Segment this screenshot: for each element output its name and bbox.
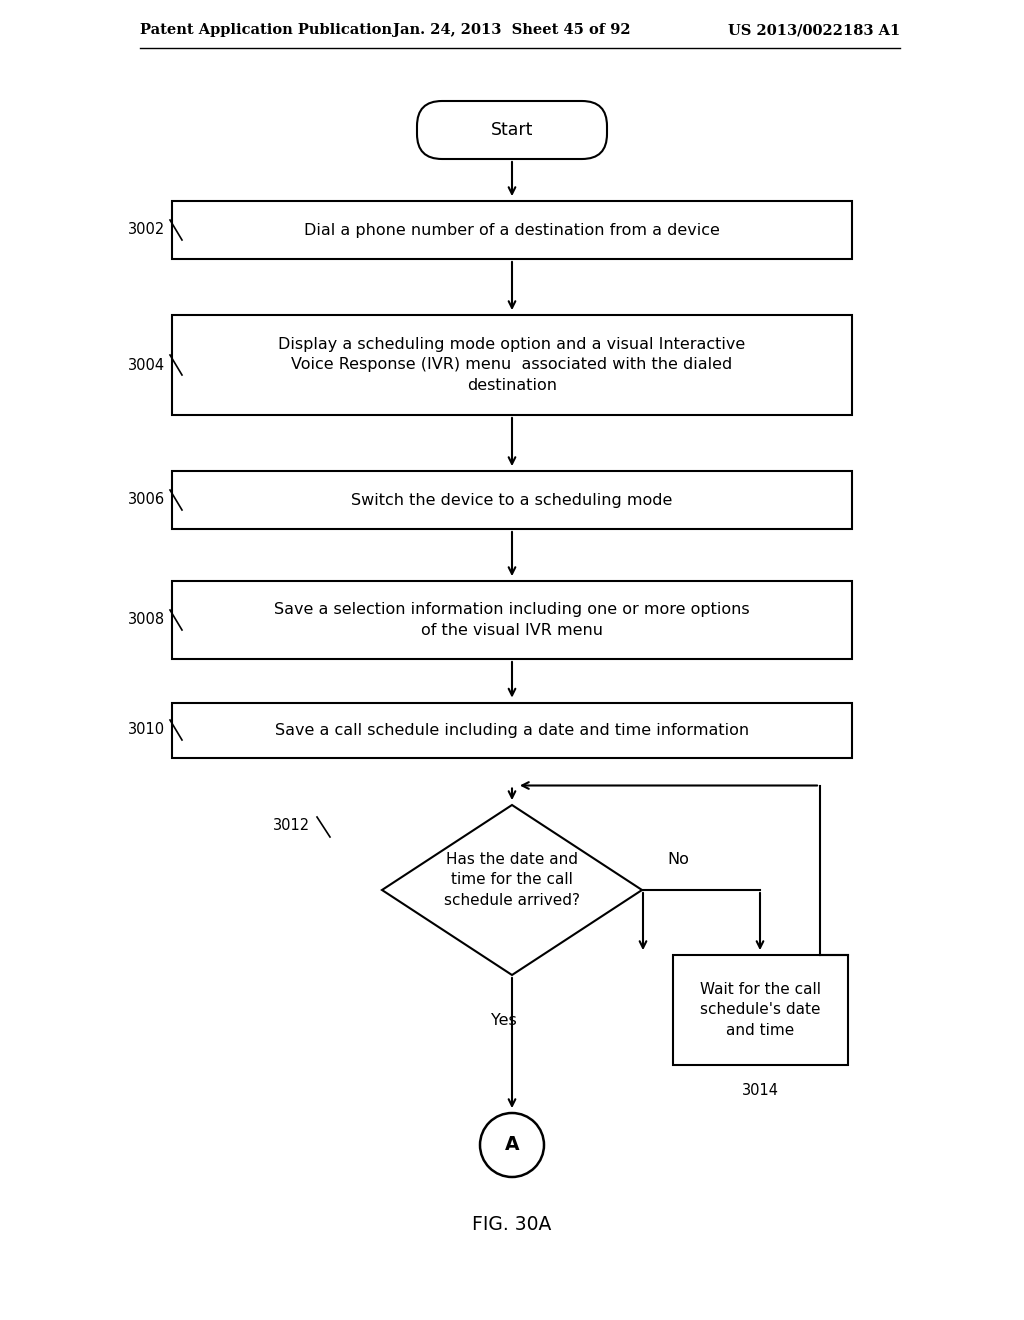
Bar — [172, 201, 852, 259]
Text: Start: Start — [490, 121, 534, 139]
Bar — [172, 315, 852, 414]
Text: 3004: 3004 — [128, 358, 165, 372]
Text: US 2013/0022183 A1: US 2013/0022183 A1 — [728, 22, 900, 37]
Text: A: A — [505, 1135, 519, 1155]
Text: 3012: 3012 — [272, 817, 310, 833]
Text: Has the date and
time for the call
schedule arrived?: Has the date and time for the call sched… — [444, 853, 580, 908]
Text: Display a scheduling mode option and a visual Interactive
Voice Response (IVR) m: Display a scheduling mode option and a v… — [279, 337, 745, 393]
Bar — [172, 581, 852, 659]
Text: Save a call schedule including a date and time information: Save a call schedule including a date an… — [274, 722, 750, 738]
Text: 3010: 3010 — [128, 722, 165, 738]
Text: Yes: Yes — [492, 1012, 517, 1028]
Bar — [673, 954, 848, 1065]
Polygon shape — [382, 805, 642, 975]
Text: Jan. 24, 2013  Sheet 45 of 92: Jan. 24, 2013 Sheet 45 of 92 — [393, 22, 631, 37]
Text: Wait for the call
schedule's date
and time: Wait for the call schedule's date and ti… — [699, 982, 820, 1038]
Text: 3014: 3014 — [741, 1082, 778, 1098]
Text: 3002: 3002 — [128, 223, 165, 238]
Text: 3008: 3008 — [128, 612, 165, 627]
Text: Dial a phone number of a destination from a device: Dial a phone number of a destination fro… — [304, 223, 720, 238]
FancyBboxPatch shape — [417, 102, 607, 158]
Bar — [172, 471, 852, 529]
Text: 3006: 3006 — [128, 492, 165, 507]
Text: Switch the device to a scheduling mode: Switch the device to a scheduling mode — [351, 492, 673, 507]
Text: FIG. 30A: FIG. 30A — [472, 1216, 552, 1234]
Bar — [172, 702, 852, 758]
Text: Patent Application Publication: Patent Application Publication — [140, 22, 392, 37]
Text: Save a selection information including one or more options
of the visual IVR men: Save a selection information including o… — [274, 602, 750, 638]
Text: No: No — [667, 853, 689, 867]
